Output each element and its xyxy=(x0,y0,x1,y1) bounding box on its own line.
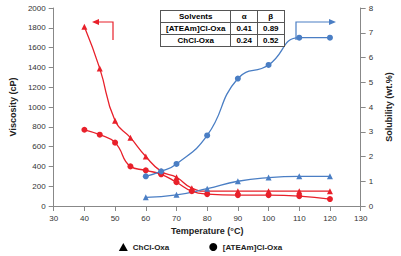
svg-text:1: 1 xyxy=(369,177,374,186)
svg-text:200: 200 xyxy=(32,182,46,191)
svg-text:60: 60 xyxy=(141,214,150,223)
svg-text:800: 800 xyxy=(32,122,46,131)
html-text:0.24: 0.24 xyxy=(236,36,252,45)
svg-text:100: 100 xyxy=(262,214,276,223)
svg-text:8: 8 xyxy=(369,4,374,13)
html-text:[ATEAm]Cl-Oxa: [ATEAm]Cl-Oxa xyxy=(166,24,226,33)
svg-text:80: 80 xyxy=(203,214,212,223)
svg-text:Temperature (°C): Temperature (°C) xyxy=(171,226,243,236)
svg-text:6: 6 xyxy=(369,53,374,62)
svg-text:4: 4 xyxy=(369,103,374,112)
svg-text:50: 50 xyxy=(111,214,120,223)
svg-text:3: 3 xyxy=(369,127,374,136)
svg-text:1800: 1800 xyxy=(28,23,46,32)
svg-text:2000: 2000 xyxy=(28,4,46,13)
svg-text:120: 120 xyxy=(323,214,337,223)
svg-text:[ATEAm]Cl-Oxa: [ATEAm]Cl-Oxa xyxy=(223,243,283,252)
svg-text:1400: 1400 xyxy=(28,63,46,72)
svg-text:Solubility (wt.%): Solubility (wt.%) xyxy=(384,72,394,142)
svg-text:1600: 1600 xyxy=(28,43,46,52)
svg-text:1000: 1000 xyxy=(28,103,46,112)
svg-text:600: 600 xyxy=(32,142,46,151)
html-text:0.41: 0.41 xyxy=(236,24,252,33)
svg-text:0: 0 xyxy=(369,202,374,211)
svg-text:Viscosity (cP): Viscosity (cP) xyxy=(8,78,18,137)
svg-text:5: 5 xyxy=(369,78,374,87)
svg-text:40: 40 xyxy=(80,214,89,223)
svg-text:400: 400 xyxy=(32,162,46,171)
svg-text:0: 0 xyxy=(41,202,46,211)
svg-text:90: 90 xyxy=(233,214,242,223)
html-text:0.52: 0.52 xyxy=(263,36,279,45)
svg-text:130: 130 xyxy=(354,214,368,223)
html-text:ChCl-Oxa: ChCl-Oxa xyxy=(177,36,214,45)
svg-text:70: 70 xyxy=(172,214,181,223)
svg-text:110: 110 xyxy=(293,214,306,223)
html-text:Solvents: Solvents xyxy=(179,12,213,21)
html-text:β: β xyxy=(268,12,274,21)
svg-text:2: 2 xyxy=(369,152,374,161)
svg-text:1200: 1200 xyxy=(28,83,46,92)
svg-text:7: 7 xyxy=(369,28,374,37)
svg-text:ChCl-Oxa: ChCl-Oxa xyxy=(133,243,170,252)
html-text:0.89: 0.89 xyxy=(263,24,279,33)
html-text:α: α xyxy=(241,12,247,21)
svg-text:30: 30 xyxy=(49,214,58,223)
